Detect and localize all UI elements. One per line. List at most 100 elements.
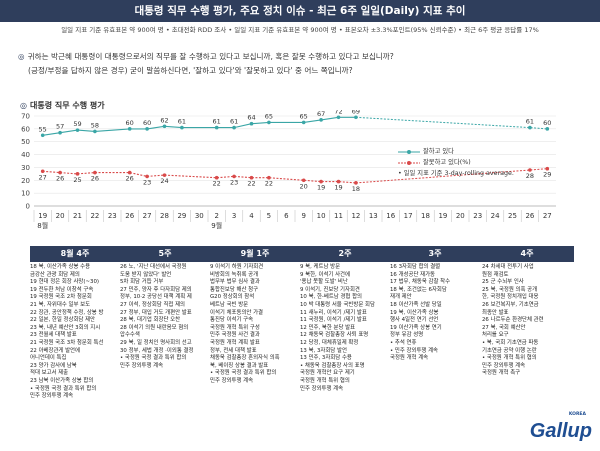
series-trend-negative [355,168,548,184]
event-item: 13 민주, 3자회담 수용 [300,355,352,362]
event-item: 비방회의 녹취록 공개 [210,271,259,278]
survey-question: ◎ 귀하는 박근혜 대통령이 대통령으로서의 직무를 잘 수행하고 있다고 보십니… [18,50,394,78]
y-tick-label: 40 [21,151,30,159]
event-item: 26 노, '지난 대선에서 국정원 [120,264,187,270]
event-item: 민주 장외투쟁 계속 [482,362,526,369]
legend-label-positive: 잘하고 있다 [423,148,454,155]
event-item: 27 북, 국회 예산안 [482,324,526,331]
x-tick-label: 20 [456,212,465,220]
data-point [214,125,219,130]
event-item: 도움 받지 않았다' 발언 [120,271,172,278]
data-label: 62 [160,116,168,124]
event-item: 19 이산가족 상봉 연기 [390,324,442,331]
data-point [336,115,341,120]
event-item: • 추석 연휴 [390,339,417,346]
event-item: 12 당정, 대체휴일제 확정 [300,339,359,346]
question-line-1: 귀하는 박근혜 대통령이 대통령으로서의 직무를 잘 수행하고 있다고 보십니까… [27,52,394,61]
x-tick-label: 11 [334,212,343,220]
event-item: 9 이석기 하원 기자회견 [210,264,264,270]
x-tick-label: 13 [369,212,378,220]
x-tick-label: 30 [195,212,204,220]
x-tick-label: 25 [508,212,517,220]
event-item: • 국정원 국정 결과 특위 합의 [210,370,277,377]
event-item: 18 북, 조건없는 6자회담 [390,286,447,293]
data-point [40,133,45,138]
data-point [180,125,184,130]
event-item: 통합진보당 해산 청구 [210,286,259,293]
legend-note: • 일일 지표 기준 3-day-rolling average. [398,170,514,177]
x-tick-label: 24 [491,212,500,220]
page-title: 대통령 직무 수행 평가, 주요 정치 이슈 - 최근 6주 일일(Daily)… [0,0,600,22]
data-point [354,181,358,185]
event-item: 16 개성공단 재가동 [390,271,436,278]
y-tick-label: 10 [21,190,30,198]
event-item: 19 북, 이산가족 상봉 [390,309,439,316]
data-point [545,166,550,171]
event-item: 원점 재검토 [482,271,509,278]
event-item: 26 보건복지부, 기초연금 [482,301,539,308]
legend-item-positive: 잘하고 있다 [398,146,514,157]
data-label: 72 [334,110,342,115]
data-label: 19 [334,184,342,192]
event-item: 28 이석기 의원 내란음모 혐의 [120,324,189,331]
survey-methodology: 일일 지표 기준 유효표본 약 900여 명 • 초대전화 RDD 조사 • 일… [61,26,539,34]
data-point [40,169,45,174]
event-item: 27 정부, 대입 거도 개편안 발표 [120,309,192,316]
event-item: • 북, 국회 기초연금 파동 [482,339,539,346]
event-item: 28 북, 대기업 회장단 오찬 [120,317,181,324]
event-item: 최종안 발표 [482,309,509,316]
gallup-logo: Gallup [529,420,592,442]
event-item: 17 법무, 채동욱 감찰 착수 [390,279,451,286]
data-point [145,174,149,179]
x-tick-label: 5 [267,212,271,220]
event-item: 18 이산가족 선발 당일 [390,301,442,308]
data-point [127,170,132,175]
data-point [162,124,167,129]
event-column: 18 북, 이산가족 상봉 수용 금강산 관광 회담 제의 19 현대 정은 회장 … [30,264,118,401]
event-item: 12 민주, 북한 분당 발표 [300,324,356,331]
event-item: 어니언데이 특집 [30,355,67,362]
event-item: 21 북, 자위대수 일부 보도 [30,301,91,308]
question-line-2: (긍정/부정을 답하지 않은 경우) 굳이 말씀하신다면, '잘하고 있다'와 … [28,66,353,75]
data-label: 60 [126,119,134,127]
event-item: 23 전월세 대책 발표 [30,332,77,339]
event-item: 25 북, 국정원 의혹 공개 [482,286,538,293]
data-point [267,175,271,180]
event-item: 23 양가 감사에 남북 [30,362,77,369]
x-tick-label: 26 [125,212,134,220]
x-tick-label: 28 [160,212,169,220]
x-tick-label: 27 [543,212,552,220]
event-column: 24 차세대 전투기 사업 원점 재검토 25 군 수뇌부 인사 25 북, 국정원… [482,264,570,378]
x-tick-label: 10 [317,212,326,220]
data-point [249,175,254,180]
data-label: 26 [91,175,99,183]
data-point [58,170,62,175]
event-item: 26 나르두순 환경단체 관련 [482,317,544,324]
data-label: 22 [247,180,255,188]
data-point [354,115,358,120]
event-item: 국정원 개혁안 요구 제기 [300,370,355,377]
data-label: 69 [352,110,360,115]
event-item: • 국정원 개혁 특위 협의 [482,355,537,362]
event-item: 압수수색 [120,332,140,339]
week-label: 9월 1주 [240,249,270,258]
event-column: 26 노, '지난 대선에서 국정원 도움 받지 않았다' 발언 5차 회담 거… [120,264,208,370]
data-label: 23 [143,178,151,186]
legend-line-negative [398,160,420,165]
event-item: 통진당 이석기 구속 [210,317,254,324]
data-point [232,125,236,130]
y-tick-label: 50 [21,138,30,146]
event-item: 정부 유감 성명 [390,332,424,339]
event-item: 국정원 개혁 특위 구성 [210,324,260,331]
event-item: 23 북, 내년 예산안 3회의 지시 [30,324,101,331]
event-item: '용납 못할 도발' 비난 [300,279,348,286]
event-item: 민주 장외투쟁 계속 [120,362,164,369]
event-item: 이석기 체포동의안 가결 [210,309,264,316]
event-item: 행사 4일전 연기 선언 [390,317,439,324]
x-tick-label: 9 [301,212,305,220]
data-label: 25 [73,176,81,184]
x-tick-label: 19 [438,212,447,220]
data-point [336,179,341,184]
event-item: 법무부 법무 심사 결과 [210,279,260,286]
data-label: 22 [265,180,273,188]
